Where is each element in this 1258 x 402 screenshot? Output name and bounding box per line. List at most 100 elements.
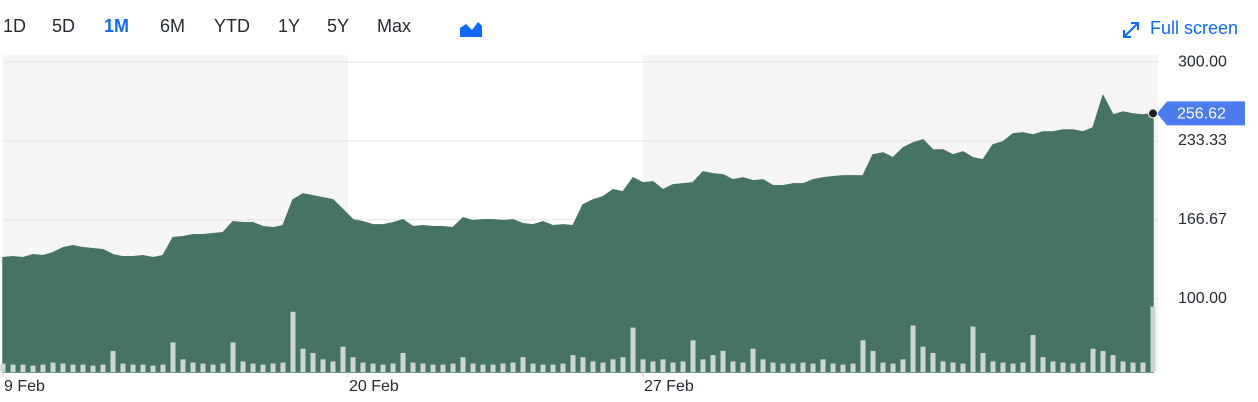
volume-bar: [50, 362, 56, 372]
volume-bar: [1060, 362, 1066, 372]
volume-bar: [1010, 363, 1016, 372]
volume-bar: [380, 364, 386, 372]
volume-bar: [580, 357, 586, 372]
volume-bar: [170, 342, 176, 372]
volume-bar: [540, 364, 546, 372]
volume-bar: [110, 350, 116, 372]
volume-bar: [90, 365, 96, 372]
volume-bar: [320, 359, 326, 372]
volume-bar: [740, 362, 746, 372]
fullscreen-label[interactable]: Full screen: [1150, 18, 1238, 38]
volume-bar: [710, 355, 716, 372]
volume-bar: [810, 363, 816, 372]
volume-bar: [880, 362, 886, 372]
volume-bar: [570, 355, 576, 372]
volume-bar: [130, 364, 136, 372]
volume-bar: [590, 361, 596, 372]
volume-bar: [760, 359, 766, 372]
y-tick-label: 300.00: [1178, 53, 1227, 70]
volume-bar: [190, 362, 196, 372]
volume-bar: [720, 350, 726, 372]
volume-bar: [660, 359, 666, 372]
range-button[interactable]: 6M: [160, 16, 185, 36]
volume-bar: [420, 363, 426, 372]
volume-bar: [120, 363, 126, 372]
volume-bar: [270, 363, 276, 372]
last-price-tag: [1157, 101, 1245, 126]
volume-bar: [500, 363, 506, 372]
volume-bar: [960, 363, 966, 372]
volume-bar: [250, 363, 256, 372]
volume-bar: [1050, 361, 1056, 372]
volume-bar: [300, 348, 306, 372]
volume-bar: [10, 364, 16, 372]
fullscreen-icon: [1123, 22, 1139, 38]
volume-bar: [1150, 306, 1156, 372]
volume-bar: [220, 363, 226, 372]
volume-bar: [780, 363, 786, 372]
volume-bar: [160, 364, 166, 372]
chart-type-icon[interactable]: [460, 22, 482, 37]
range-button[interactable]: 1Y: [278, 16, 300, 36]
volume-bar: [610, 359, 616, 372]
fullscreen-button[interactable]: Full screen: [1123, 18, 1238, 38]
volume-bar: [920, 346, 926, 372]
volume-bar: [340, 346, 346, 372]
volume-bar: [520, 357, 526, 372]
volume-bar: [800, 362, 806, 372]
volume-bar: [950, 362, 956, 372]
range-toolbar: 1D 5D 1M 6M YTD 1Y 5Y Max: [3, 16, 411, 36]
volume-bar: [1000, 362, 1006, 372]
volume-bar: [970, 326, 976, 372]
volume-bar: [620, 357, 626, 372]
volume-bar: [20, 364, 26, 372]
y-tick-label: 100.00: [1178, 290, 1227, 307]
range-button[interactable]: 5D: [52, 16, 75, 36]
price-area: [2, 94, 1154, 373]
volume-bar: [390, 363, 396, 372]
range-button[interactable]: 1M: [104, 16, 129, 36]
volume-bar: [330, 361, 336, 372]
volume-bar: [770, 362, 776, 372]
volume-bar: [260, 364, 266, 372]
range-button[interactable]: YTD: [214, 16, 250, 36]
volume-bar: [1090, 348, 1096, 372]
volume-bar: [440, 364, 446, 372]
volume-bar: [70, 364, 76, 372]
volume-bar: [670, 362, 676, 372]
volume-bar: [930, 352, 936, 372]
volume-bar: [750, 348, 756, 372]
last-price-dot: [1148, 108, 1158, 119]
volume-bar: [210, 364, 216, 372]
range-button[interactable]: 5Y: [327, 16, 349, 36]
volume-bar: [1080, 362, 1086, 372]
volume-bar: [1130, 362, 1136, 372]
area-icon: [460, 22, 482, 37]
volume-bar: [100, 364, 106, 372]
volume-bar: [200, 363, 206, 372]
range-button[interactable]: 1D: [3, 16, 26, 36]
volume-bar: [1030, 335, 1036, 372]
volume-bar: [640, 359, 646, 372]
volume-bar: [350, 357, 356, 372]
volume-bar: [360, 362, 366, 372]
volume-bar: [150, 365, 156, 372]
volume-bar: [230, 342, 236, 372]
volume-bar: [30, 365, 36, 372]
volume-bar: [80, 364, 86, 372]
volume-bar: [370, 363, 376, 372]
volume-bar: [860, 340, 866, 372]
volume-bar: [480, 364, 486, 372]
volume-bar: [430, 364, 436, 372]
volume-bar: [0, 363, 6, 372]
volume-bar: [730, 361, 736, 372]
volume-bar: [290, 311, 296, 372]
range-button[interactable]: Max: [377, 16, 411, 36]
volume-bar: [850, 363, 856, 372]
volume-bar: [60, 363, 66, 372]
volume-bar: [910, 325, 916, 372]
volume-bar: [1070, 363, 1076, 372]
volume-bar: [40, 364, 46, 372]
y-tick-label: 166.67: [1178, 211, 1227, 228]
volume-bar: [600, 362, 606, 372]
